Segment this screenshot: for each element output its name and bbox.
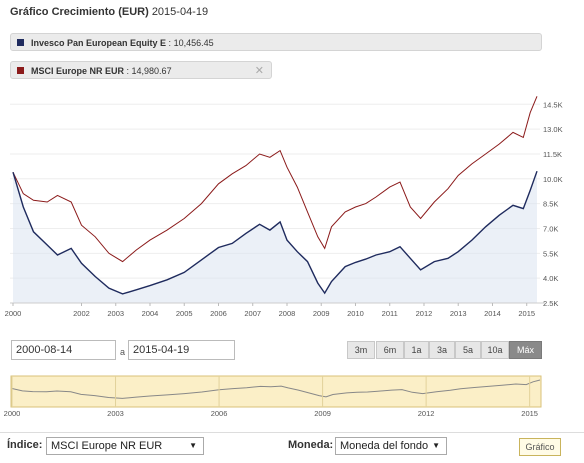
x-tick-label: 2006 (210, 309, 227, 318)
legend-fund-name: Invesco Pan European Equity E (31, 38, 167, 48)
x-tick-label: 2012 (416, 309, 433, 318)
x-tick-label: 2003 (107, 309, 124, 318)
navigator-tick-label: 2006 (211, 409, 228, 418)
legend-index-value: 14,980.67 (131, 66, 172, 76)
index-color-swatch (17, 67, 24, 74)
chart-title: Gráfico Crecimiento (EUR) 2015-04-19 (10, 6, 208, 18)
navigator-ticks: 2000 2003 2006 2009 2012 2015 (4, 376, 538, 418)
y-tick-label: 2.5K (543, 299, 558, 308)
range-navigator[interactable]: 2000 2003 2006 2009 2012 2015 (0, 372, 584, 422)
fund-series-line (12, 170, 538, 295)
date-to-input[interactable]: 2015-04-19 (128, 340, 235, 360)
dropdown-arrow-icon: ▼ (432, 441, 440, 450)
x-tick-label: 2015 (518, 309, 535, 318)
index-label: Índice: (7, 439, 43, 451)
date-from-input[interactable]: 2000-08-14 (11, 340, 116, 360)
range-button-10a[interactable]: 10a (481, 341, 509, 359)
y-tick-label: 10.0K (543, 175, 563, 184)
x-tick-label: 2007 (244, 309, 261, 318)
y-tick-label: 13.0K (543, 125, 563, 134)
currency-label: Moneda: (288, 439, 334, 451)
close-icon[interactable]: ✕ (254, 65, 264, 77)
x-tick-label: 2011 (382, 309, 398, 318)
dropdown-arrow-icon: ▼ (189, 441, 197, 450)
growth-chart: 2000 2002 2003 2004 2005 2006 2007 2008 2009 2010… (5, 96, 563, 318)
range-button-max[interactable]: Máx (509, 341, 542, 359)
x-axis-ticks: 2000 2002 2003 2004 2005 2006 2007 2008 2009 2010… (5, 303, 535, 318)
x-tick-label: 2002 (73, 309, 90, 318)
navigator-tick-label: 2000 (4, 409, 21, 418)
currency-select[interactable]: Moneda del fondo ▼ (335, 437, 447, 455)
fund-color-swatch (17, 39, 24, 46)
range-button-6m[interactable]: 6m (376, 341, 404, 359)
range-button-3m[interactable]: 3m (347, 341, 375, 359)
y-tick-label: 14.5K (543, 100, 563, 109)
navigator-tick-label: 2012 (418, 409, 435, 418)
y-tick-label: 5.5K (543, 249, 558, 258)
navigator-series-line (11, 379, 541, 399)
x-tick-label: 2004 (142, 309, 159, 318)
y-tick-label: 4.0K (543, 274, 558, 283)
currency-select-value: Moneda del fondo (340, 440, 429, 452)
y-tick-label: 7.0K (543, 224, 558, 233)
legend-fund-value: 10,456.45 (173, 38, 214, 48)
chart-title-text: Gráfico Crecimiento (EUR) (10, 6, 149, 18)
index-series-line (12, 96, 538, 263)
x-tick-label: 2005 (176, 309, 193, 318)
index-select-value: MSCI Europe NR EUR (51, 440, 163, 452)
legend-index-name: MSCI Europe NR EUR (31, 66, 125, 76)
y-axis-ticks: 2.5K 4.0K 5.5K 7.0K 8.5K 10.0K 11.5K 13.0K 14.5K (543, 100, 563, 308)
range-button-5a[interactable]: 5a (455, 341, 481, 359)
range-button-1a[interactable]: 1a (404, 341, 429, 359)
x-tick-label: 2010 (347, 309, 364, 318)
y-tick-label: 8.5K (543, 200, 558, 209)
chart-gridlines (10, 103, 540, 304)
y-tick-label: 11.5K (543, 150, 562, 159)
range-button-3a[interactable]: 3a (429, 341, 455, 359)
legend-item-index[interactable]: MSCI Europe NR EUR : 14,980.67 ✕ (10, 61, 272, 79)
x-tick-label: 2000 (5, 309, 22, 318)
x-tick-label: 2014 (484, 309, 501, 318)
navigator-tick-label: 2003 (107, 409, 124, 418)
navigator-tick-label: 2009 (314, 409, 331, 418)
chart-title-date: 2015-04-19 (151, 6, 209, 18)
date-separator: a (120, 347, 126, 357)
chart-button[interactable]: Gráfico (519, 438, 561, 456)
navigator-tick-label: 2015 (521, 409, 538, 418)
x-tick-label: 2008 (279, 309, 296, 318)
index-select[interactable]: MSCI Europe NR EUR ▼ (46, 437, 204, 455)
bottom-toolbar (0, 432, 584, 463)
navigator-window (10, 375, 542, 408)
fund-area-fill (13, 171, 537, 303)
legend-item-fund[interactable]: Invesco Pan European Equity E : 10,456.4… (10, 33, 542, 51)
x-tick-label: 2013 (450, 309, 467, 318)
x-tick-label: 2009 (313, 309, 330, 318)
